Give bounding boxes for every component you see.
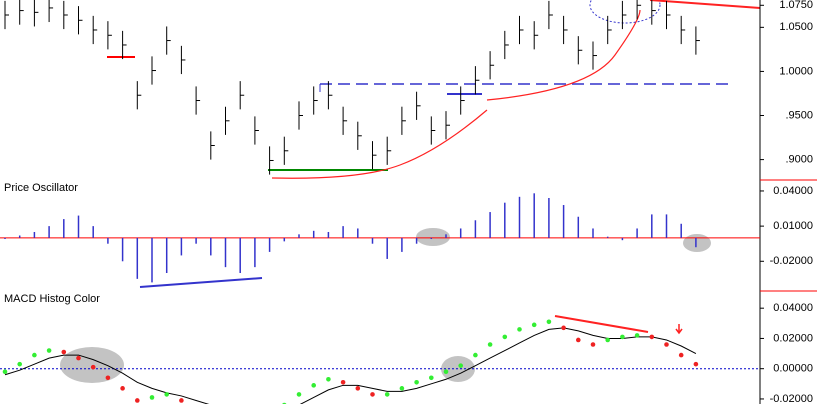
macd-dot <box>384 392 390 397</box>
macd-dot <box>664 342 669 347</box>
macd-dot <box>311 383 317 388</box>
macd-dot <box>355 386 361 391</box>
macd-dot <box>17 361 23 367</box>
macd-dot <box>576 337 581 343</box>
macd-dot <box>634 333 640 338</box>
macd-dot <box>149 395 155 400</box>
macd-dot <box>473 352 478 358</box>
y-tick-label: 0.04000 <box>773 185 813 197</box>
macd-dot <box>487 342 493 347</box>
annotations <box>60 0 761 383</box>
macd-dot <box>76 355 81 361</box>
curve <box>486 9 641 101</box>
y-tick-label: 0.04000 <box>773 302 813 314</box>
macd-dot <box>2 369 8 375</box>
macd-dot <box>561 325 566 331</box>
panel <box>0 193 760 283</box>
macd-dot <box>179 398 184 403</box>
macd-dot <box>340 380 346 385</box>
curve <box>271 109 488 179</box>
macd-dot <box>120 386 125 391</box>
macd-dot <box>32 352 37 358</box>
macd-dot <box>46 348 52 353</box>
macd-dot <box>458 363 464 368</box>
highlight <box>60 347 124 383</box>
macd-dot <box>605 337 610 343</box>
y-tick-label: 0.02000 <box>773 332 813 344</box>
circle <box>589 0 661 24</box>
macd-dot <box>135 398 140 403</box>
y-tick-label: .9000 <box>785 154 813 166</box>
macd-dot <box>620 334 625 340</box>
trend-line <box>649 0 761 9</box>
macd-dot <box>678 352 684 358</box>
macd-dot <box>326 376 331 382</box>
signal-line <box>4 327 697 404</box>
macd-dot <box>414 380 419 385</box>
macd-dot <box>546 319 552 325</box>
macd-dot <box>693 361 699 367</box>
highlight <box>683 234 711 252</box>
highlight <box>416 228 450 246</box>
macd-dot <box>61 349 67 355</box>
macd-dot <box>517 327 522 332</box>
panel <box>0 319 760 404</box>
y-tick-label: -0.02000 <box>770 255 813 267</box>
macd-dot <box>429 375 434 381</box>
y-tick-label: 1.0500 <box>779 21 813 33</box>
macd-dot <box>399 386 405 391</box>
macd-dot <box>105 375 111 381</box>
macd-dot <box>370 392 375 397</box>
macd-dot <box>531 322 537 328</box>
y-tick-label: -0.02000 <box>770 393 813 404</box>
y-tick-label: 1.0000 <box>779 65 813 77</box>
y-tick-label: 0.01000 <box>773 220 813 232</box>
y-tick-label: .9500 <box>785 109 813 121</box>
panel-title: MACD Histog Color <box>4 293 100 305</box>
trend-line <box>139 277 263 288</box>
y-tick-label: 0.00000 <box>773 363 813 375</box>
macd-dot <box>649 334 655 340</box>
macd-dot <box>164 392 169 397</box>
arrow <box>675 324 683 335</box>
macd-dot <box>296 392 302 397</box>
macd-dot <box>590 342 596 347</box>
y-tick-label: 1.0750 <box>779 0 813 11</box>
macd-dot <box>443 369 449 375</box>
panel-title: Price Oscillator <box>4 182 78 194</box>
macd-dot <box>502 334 508 340</box>
trend-line <box>554 315 649 333</box>
panel <box>4 0 700 175</box>
macd-dot <box>90 364 96 370</box>
